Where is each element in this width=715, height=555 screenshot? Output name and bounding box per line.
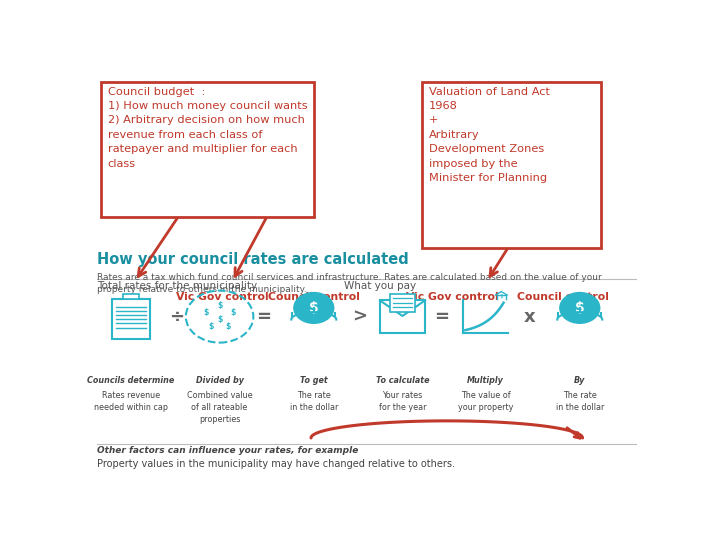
Text: Councils determine: Councils determine [87,376,174,385]
Text: =: = [257,307,272,326]
Text: Vic Gov control: Vic Gov control [406,292,498,302]
Text: ÷: ÷ [169,307,184,326]
Text: Rates revenue
needed within cap: Rates revenue needed within cap [94,391,168,412]
Text: $: $ [208,322,213,331]
Text: Council control: Council control [517,292,609,302]
Text: Property values in the municipality may have changed relative to others.: Property values in the municipality may … [97,459,455,469]
Text: Vic Gov control: Vic Gov control [176,292,269,302]
Bar [380,300,425,332]
Text: Total rates for the municipality: Total rates for the municipality [97,281,257,291]
Ellipse shape [560,292,600,324]
Text: >: > [352,307,367,326]
Text: Combined value
of all rateable
properties: Combined value of all rateable propertie… [187,391,252,424]
Text: To get: To get [300,376,327,385]
Text: To calculate: To calculate [375,376,429,385]
FancyBboxPatch shape [423,82,601,248]
Text: $: $ [309,301,319,315]
Text: Other factors can influence your rates, for example: Other factors can influence your rates, … [97,446,358,455]
Text: $: $ [500,294,503,299]
Text: Valuation of Land Act
1968
+
Arbitrary
Development Zones
imposed by the
Minister: Valuation of Land Act 1968 + Arbitrary D… [429,87,550,183]
Text: Council control: Council control [268,292,360,302]
Text: How your council rates are calculated: How your council rates are calculated [97,252,409,267]
Text: The rate
in the dollar: The rate in the dollar [556,391,604,412]
FancyBboxPatch shape [101,82,315,217]
Bar [390,294,415,312]
Text: $: $ [226,322,231,331]
Bar [112,299,150,339]
Text: By: By [574,376,586,385]
Text: $: $ [575,301,585,315]
Text: $: $ [217,301,222,310]
Text: The value of
your property: The value of your property [458,391,513,412]
Text: Multiply: Multiply [467,376,504,385]
Text: Council budget  :
1) How much money council wants
2) Arbitrary decision on how m: Council budget : 1) How much money counc… [108,87,307,169]
Text: $: $ [203,308,208,317]
Text: Rates are a tax which fund council services and infrastructure. Rates are calcul: Rates are a tax which fund council servi… [97,273,602,294]
Text: Your rates
for the year: Your rates for the year [379,391,426,412]
Text: =: = [434,307,449,326]
Text: x: x [524,307,536,326]
Ellipse shape [294,292,334,324]
Text: $: $ [217,315,222,324]
Text: What you pay: What you pay [345,281,416,291]
Text: Divided by: Divided by [196,376,244,385]
Text: The rate
in the dollar: The rate in the dollar [290,391,338,412]
Text: $: $ [231,308,236,317]
Bar [123,294,139,299]
